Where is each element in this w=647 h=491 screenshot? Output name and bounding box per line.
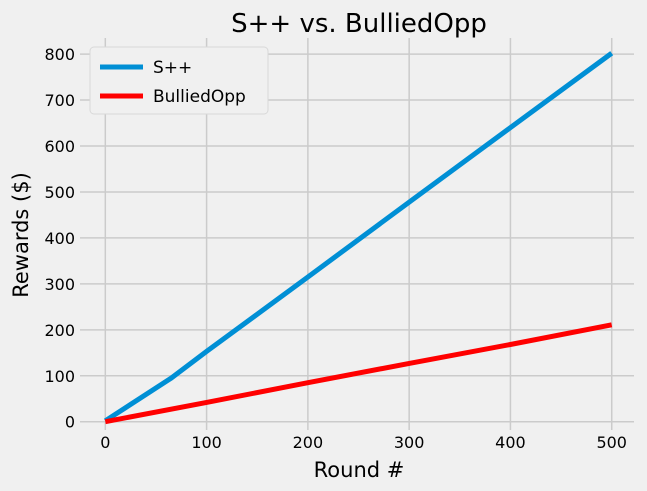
x-tick-label: 300 — [394, 433, 425, 452]
y-tick-label: 700 — [44, 91, 75, 110]
grid-layer — [80, 38, 634, 430]
series-line-s-plus-plus — [103, 51, 614, 423]
y-tick-label: 800 — [44, 45, 75, 64]
y-tick-label: 100 — [44, 367, 75, 386]
y-axis-label: Rewards ($) — [9, 172, 33, 298]
x-tick-label: 400 — [495, 433, 526, 452]
y-tick-label: 400 — [44, 229, 75, 248]
series-layer — [103, 51, 614, 425]
legend: S++ BulliedOpp — [89, 46, 269, 115]
ticks-layer: 0 100 200 300 400 500 0 100 200 300 400 500 600 700 80… — [44, 45, 627, 452]
legend-label-s-plus-plus: S++ — [153, 58, 192, 78]
y-tick-label: 200 — [44, 321, 75, 340]
x-axis-label: Round # — [314, 458, 405, 482]
x-tick-label: 100 — [191, 433, 222, 452]
y-tick-label: 300 — [44, 275, 75, 294]
x-tick-label: 200 — [293, 433, 324, 452]
y-tick-label: 500 — [44, 183, 75, 202]
chart-title: S++ vs. BulliedOpp — [231, 9, 487, 39]
legend-label-bullied-opp: BulliedOpp — [153, 87, 246, 107]
x-tick-label: 0 — [100, 433, 110, 452]
series-line-bullied-opp — [104, 322, 613, 425]
x-tick-label: 500 — [596, 433, 627, 452]
y-tick-label: 0 — [65, 413, 75, 432]
y-tick-label: 600 — [44, 137, 75, 156]
